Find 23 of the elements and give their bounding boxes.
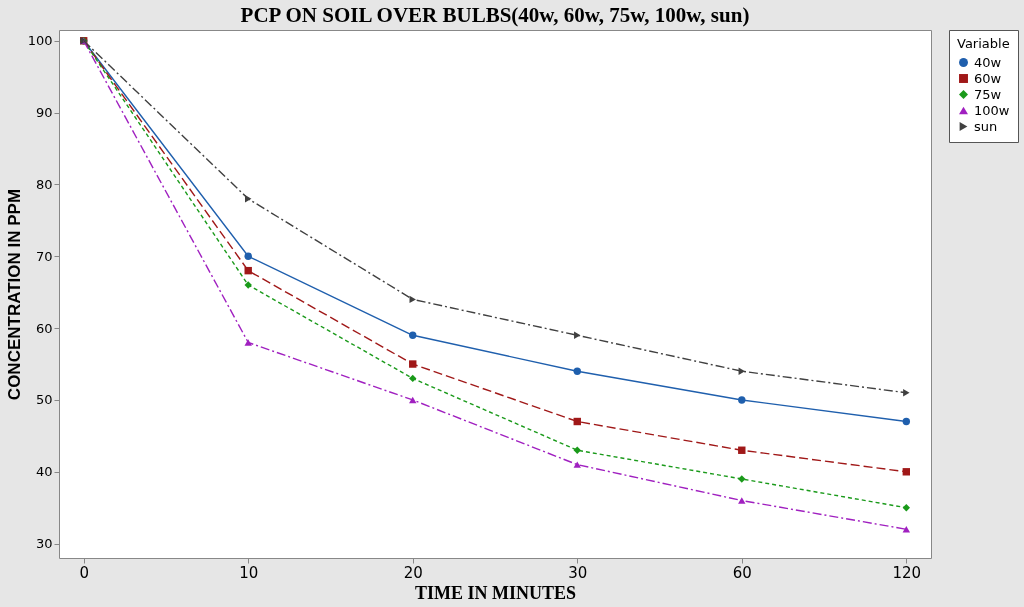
y-tick-label: 70 <box>35 248 53 264</box>
y-axis-title: CONCENTRATION IN PPM <box>4 188 24 401</box>
x-tick-label: 60 <box>732 563 752 582</box>
legend-label: 60w <box>974 70 1002 86</box>
x-tick-label: 0 <box>79 563 89 582</box>
x-tick-label: 30 <box>568 563 588 582</box>
x-tick-label: 10 <box>239 563 259 582</box>
x-tick-label: 20 <box>403 563 423 582</box>
legend-label: 40w <box>974 54 1002 70</box>
y-tick-label: 40 <box>35 464 53 480</box>
y-tick-label: 90 <box>35 105 53 121</box>
y-tick-label: 30 <box>35 536 53 552</box>
legend-label: sun <box>974 118 998 134</box>
chart-title: PCP ON SOIL OVER BULBS(40w, 60w, 75w, 100w, sun) <box>240 3 750 27</box>
y-tick-label: 50 <box>35 392 53 408</box>
y-tick-label: 60 <box>35 320 53 336</box>
legend-label: 75w <box>974 86 1002 102</box>
legend-label: 100w <box>974 102 1010 118</box>
x-tick-label: 120 <box>892 563 922 582</box>
x-axis-title: TIME IN MINUTES <box>414 582 577 603</box>
y-tick-label: 100 <box>27 33 53 49</box>
y-tick-label: 80 <box>35 176 53 192</box>
legend-title: Variable <box>957 36 1010 51</box>
